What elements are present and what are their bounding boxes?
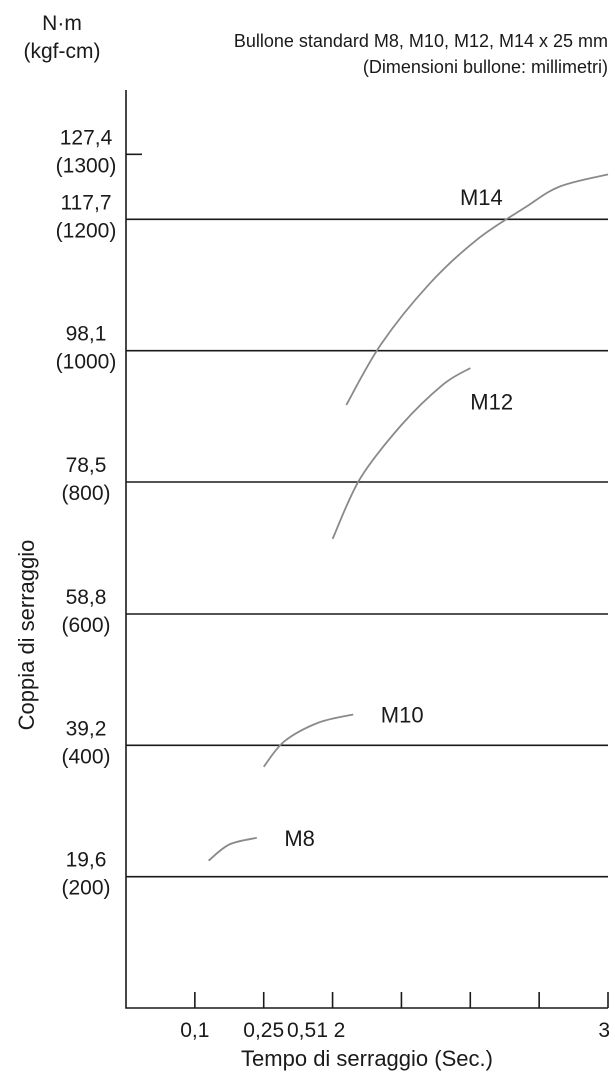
y-tick-sublabel-4: (600) <box>61 614 110 637</box>
y-tick-sublabel-0: (1300) <box>56 154 117 177</box>
y-tick-sublabel-1: (1200) <box>56 219 117 242</box>
y-tick-sublabel-3: (800) <box>61 482 110 505</box>
series-label-m14: M14 <box>460 185 503 210</box>
x-extra-label-1: 1 <box>316 1019 328 1042</box>
y-tick-sublabel-2: (1000) <box>56 351 117 374</box>
x-extra-label-2: 2 <box>334 1019 346 1042</box>
x-tick-labels: 0,1 0,25 3 0,5 1 2 <box>180 1019 610 1042</box>
x-tick-label-0: 0,1 <box>180 1019 209 1042</box>
y-tick-sublabel-5: (400) <box>61 745 110 768</box>
y-tick-label-1: 117,7 <box>61 191 112 214</box>
y-axis-title: Coppia di serraggio <box>14 540 39 731</box>
series-line-m10 <box>262 713 354 768</box>
series-curves: M8 M10 M12 M14 <box>208 173 609 862</box>
grid-lines <box>126 153 609 1008</box>
y-tick-sublabel-6: (200) <box>61 877 110 900</box>
x-tick-label-6: 3 <box>598 1019 610 1042</box>
y-tick-label-0: 127,4 <box>60 126 113 149</box>
y-tick-label-4: 58,8 <box>66 586 107 609</box>
axes <box>125 90 608 1009</box>
x-extra-label-0: 0,5 <box>287 1019 316 1042</box>
axis-lines <box>125 90 608 1009</box>
series-line-m14 <box>345 173 609 406</box>
y-tick-labels: 127,4 (1300) 117,7 (1200) 98,1 (1000) 78,5 (800… <box>56 126 117 899</box>
y-tick-label-5: 39,2 <box>66 717 107 740</box>
x-tick-label-1: 0,25 <box>243 1019 284 1042</box>
y-unit-line-2: (kgf-cm) <box>24 40 101 63</box>
y-unit-line-1: N·m <box>42 12 82 35</box>
y-tick-label-6: 19,6 <box>66 849 107 872</box>
series-label-m8: M8 <box>284 826 315 851</box>
y-tick-label-3: 78,5 <box>66 454 107 477</box>
chart-subtitle-line-2: (Dimensioni bullone: millimetri) <box>363 57 608 77</box>
series-label-m10: M10 <box>381 703 424 728</box>
series-line-m12 <box>331 367 471 540</box>
y-tick-label-2: 98,1 <box>66 323 107 346</box>
chart-subtitle-line-1: Bullone standard M8, M10, M12, M14 x 25 … <box>234 31 608 51</box>
series-line-m8 <box>208 836 258 862</box>
series-label-m12: M12 <box>470 390 513 415</box>
x-axis-title: Tempo di serraggio (Sec.) <box>241 1046 493 1071</box>
